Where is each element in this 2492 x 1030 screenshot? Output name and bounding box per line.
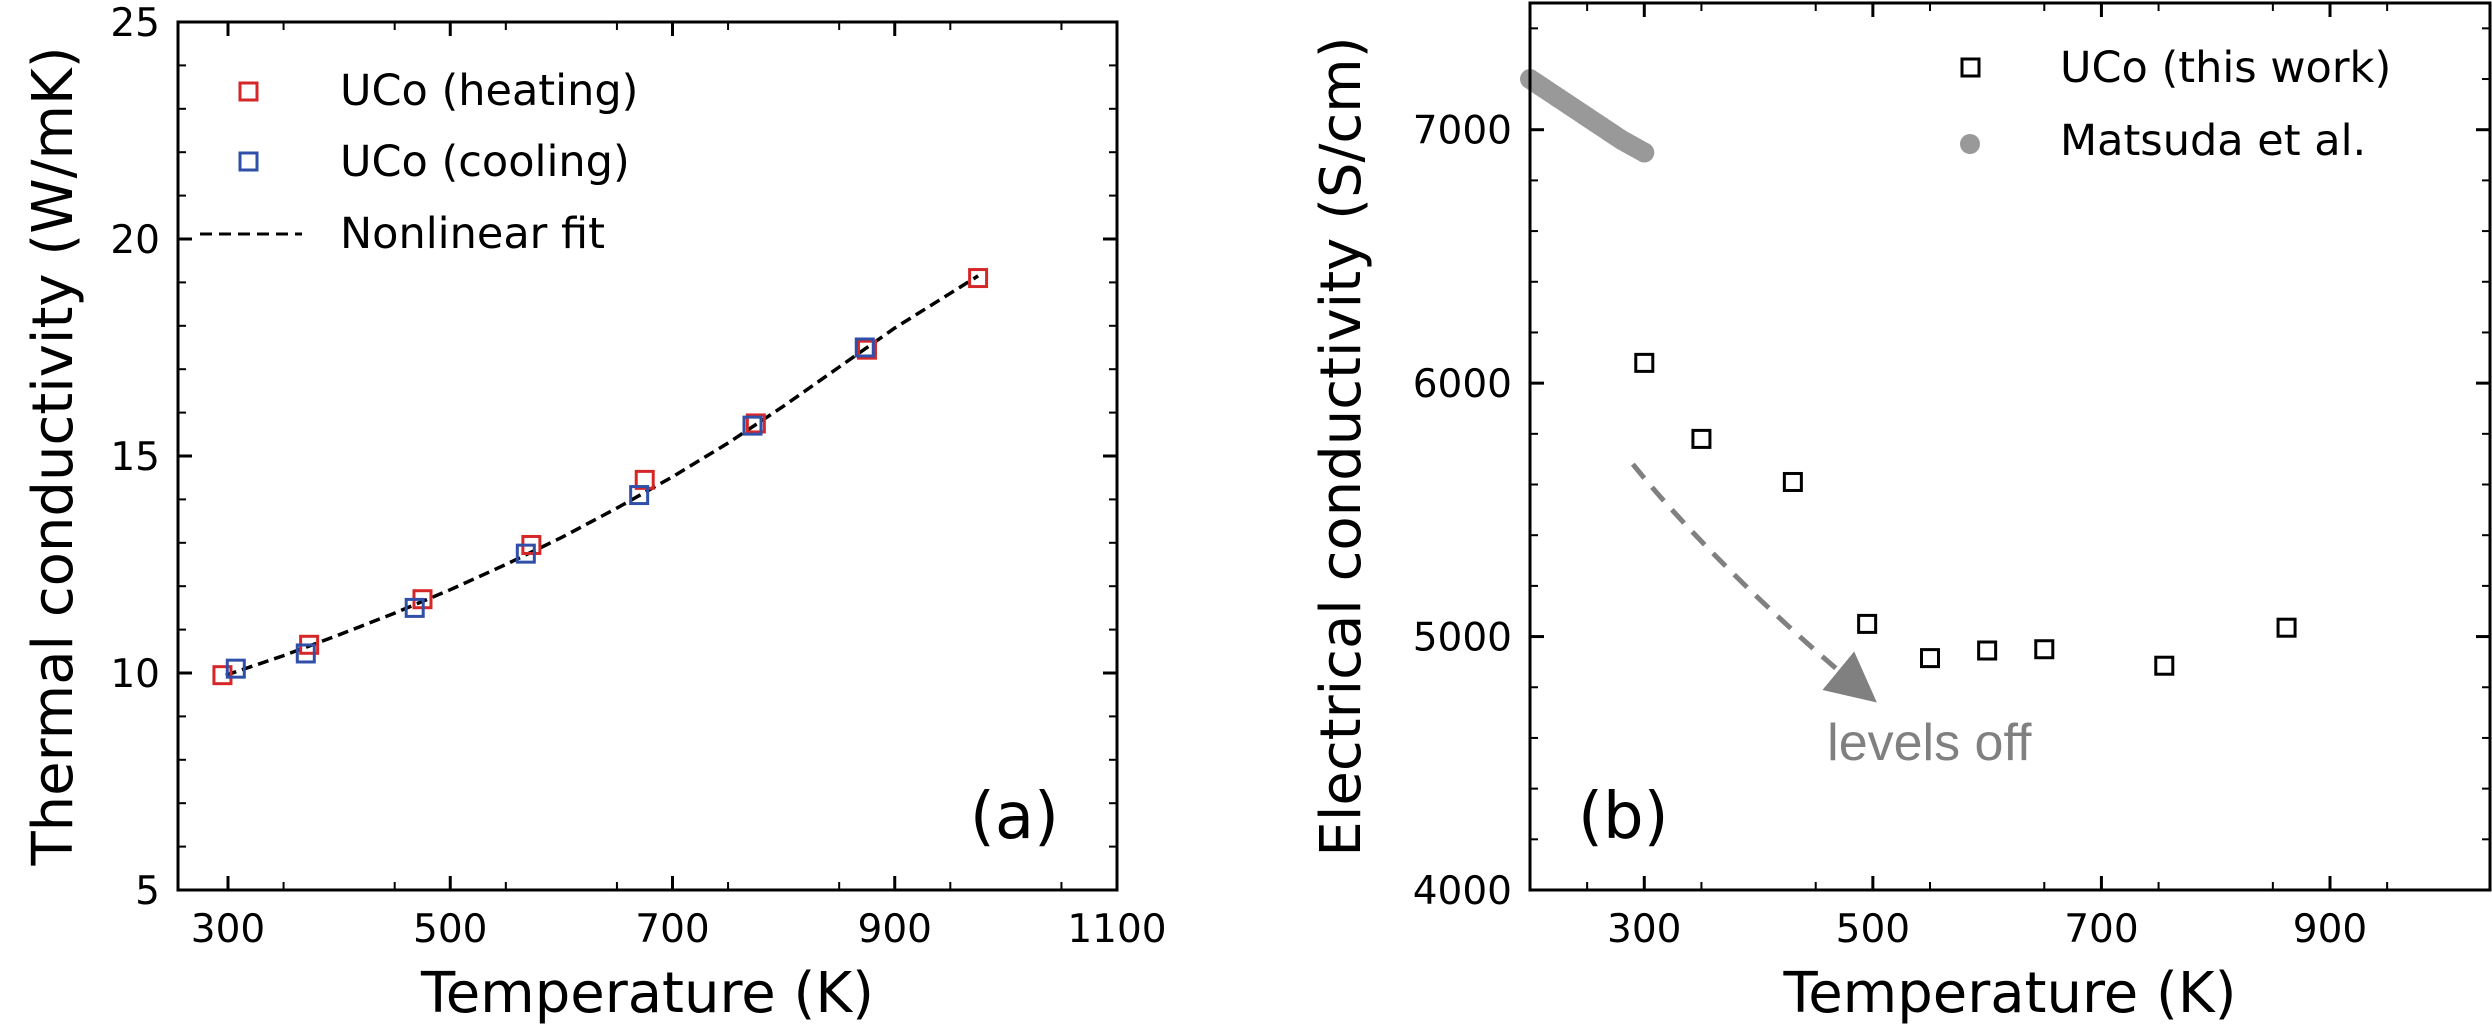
panel-a-fit-layer — [225, 274, 980, 677]
data-point-heating — [856, 339, 877, 360]
data-point-this-work — [2034, 639, 2055, 660]
y-tick-label: 5000 — [1413, 616, 1512, 661]
data-point-cooling — [854, 337, 875, 358]
legend-label-this-work: UCo (this work) — [2060, 43, 2391, 93]
y-tick-label: 10 — [110, 652, 160, 697]
x-tick-label: 900 — [858, 907, 932, 952]
data-point-heating — [212, 665, 233, 686]
x-tick-label: 500 — [413, 907, 487, 952]
x-tick-label: 300 — [1607, 907, 1681, 952]
panel-b-x-axis-label: Temperature (K) — [1783, 961, 2237, 1026]
data-point-heating — [968, 268, 989, 289]
fit-line — [225, 274, 980, 677]
data-point-this-work — [1782, 471, 1803, 492]
data-point-matsuda — [1634, 142, 1655, 163]
annotation-arrow — [1630, 462, 1877, 703]
legend-marker-heating — [238, 81, 259, 102]
data-point-cooling — [742, 415, 763, 436]
data-point-this-work — [1634, 352, 1655, 373]
data-point-cooling — [404, 597, 425, 618]
data-point-cooling — [629, 485, 650, 506]
x-tick-label: 900 — [2293, 907, 2367, 952]
y-tick-label: 7000 — [1413, 109, 1512, 154]
x-tick-label: 700 — [635, 907, 709, 952]
legend-label-heating: UCo (heating) — [340, 66, 638, 116]
legend-label-fit: Nonlinear fit — [340, 209, 605, 259]
data-point-cooling — [225, 658, 246, 679]
y-tick-label: 5 — [135, 869, 160, 914]
panel-a-x-axis-label: Temperature (K) — [420, 961, 874, 1026]
data-point-this-work — [1857, 613, 1878, 634]
data-point-cooling — [295, 643, 316, 664]
panel-a-thermal-conductivity: 300 500 700 900 1100 5 10 15 20 25 Temperature (K… — [21, 1, 1167, 1026]
panel-a-legend: UCo (heating) UCo (cooling) Nonlinear fi… — [200, 66, 638, 259]
panel-a-ticks: 300 500 700 900 1100 5 10 15 20 25 — [110, 1, 1166, 952]
panel-a-y-axis-label: Thermal conductivity (W/mK) — [21, 46, 86, 866]
data-point-heating — [745, 413, 766, 434]
annotation-label: levels off — [1827, 714, 2032, 772]
legend-marker-this-work — [1960, 57, 1981, 78]
y-tick-label: 4000 — [1413, 869, 1512, 914]
x-tick-label: 700 — [2064, 907, 2138, 952]
data-point-this-work — [1977, 640, 1998, 661]
panel-b-panel-label: (b) — [1578, 780, 1669, 854]
legend-marker-cooling — [238, 151, 259, 172]
data-point-cooling — [515, 543, 536, 564]
panel-b-legend: UCo (this work) Matsuda et al. — [1960, 43, 2391, 166]
y-tick-label: 25 — [110, 1, 160, 46]
data-point-this-work — [2154, 655, 2175, 676]
data-point-this-work — [2276, 617, 2297, 638]
data-point-heating — [634, 469, 655, 490]
panel-a-points-layer — [212, 268, 989, 686]
panel-b-y-axis-label: Electrical conductivity (S/cm) — [1309, 36, 1374, 856]
data-point-this-work — [1920, 648, 1940, 669]
panel-b-ticks: 300 500 700 900 4000 5000 6000 7000 — [1413, 3, 2490, 952]
data-point-this-work — [1691, 428, 1712, 449]
x-tick-label: 1100 — [1067, 907, 1166, 952]
y-tick-label: 15 — [110, 435, 160, 480]
x-tick-label: 500 — [1836, 907, 1910, 952]
panel-a-panel-label: (a) — [970, 780, 1059, 854]
x-tick-label: 300 — [191, 907, 265, 952]
y-tick-label: 6000 — [1413, 362, 1512, 407]
panel-b-points-layer — [1520, 69, 2297, 676]
legend-label-matsuda: Matsuda et al. — [2060, 116, 2366, 166]
legend-marker-matsuda — [1960, 134, 1980, 154]
panel-b-plot-frame — [1528, 1, 2492, 892]
y-tick-label: 20 — [110, 218, 160, 263]
panel-a-plot-frame — [176, 20, 1119, 892]
legend-label-cooling: UCo (cooling) — [340, 137, 630, 187]
